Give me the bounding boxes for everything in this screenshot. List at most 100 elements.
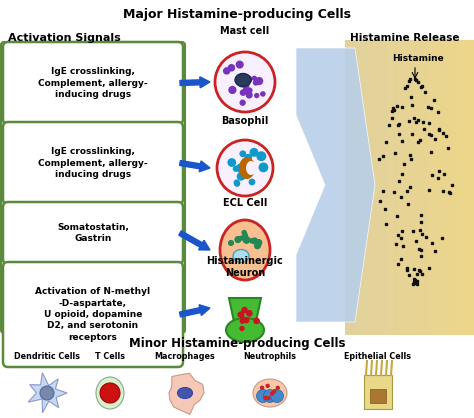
Circle shape (246, 310, 253, 317)
Bar (438, 40, 440, 335)
Ellipse shape (246, 161, 256, 175)
Circle shape (275, 386, 280, 390)
Bar (402, 40, 404, 335)
Bar (380, 40, 382, 335)
Circle shape (271, 390, 283, 403)
Bar (470, 40, 471, 335)
Circle shape (243, 317, 250, 324)
Bar (427, 40, 428, 335)
Circle shape (245, 76, 253, 83)
Circle shape (272, 389, 276, 393)
Bar (379, 40, 380, 335)
Bar (428, 40, 430, 335)
Bar (356, 40, 357, 335)
FancyArrow shape (180, 161, 210, 172)
Bar (415, 40, 417, 335)
Circle shape (236, 61, 244, 69)
Bar (377, 40, 379, 335)
Circle shape (239, 326, 245, 331)
Bar (410, 40, 411, 335)
Circle shape (249, 148, 258, 157)
Circle shape (243, 82, 249, 89)
Bar (371, 40, 373, 335)
Circle shape (238, 235, 244, 241)
Circle shape (242, 233, 248, 240)
Bar (450, 40, 452, 335)
Bar (409, 40, 410, 335)
Bar (426, 40, 427, 335)
Bar (400, 40, 401, 335)
Polygon shape (169, 373, 204, 414)
Text: Activation of N-methyl
-D-aspartate,
U opioid, dopamine
D2, and serotonin
recept: Activation of N-methyl -D-aspartate, U o… (36, 287, 151, 342)
Circle shape (242, 166, 250, 175)
Circle shape (246, 92, 253, 99)
Bar (419, 40, 420, 335)
Bar (350, 40, 352, 335)
Circle shape (217, 140, 273, 196)
Circle shape (254, 93, 259, 98)
FancyArrow shape (180, 305, 210, 317)
Circle shape (253, 80, 259, 86)
Bar (429, 40, 431, 335)
Bar (459, 40, 461, 335)
Ellipse shape (233, 250, 249, 263)
Bar (449, 40, 450, 335)
Bar (352, 40, 353, 335)
Bar (412, 40, 414, 335)
Bar (461, 40, 462, 335)
Bar (376, 40, 378, 335)
Bar (346, 40, 348, 335)
Circle shape (246, 168, 253, 176)
Bar (382, 40, 383, 335)
Circle shape (237, 163, 244, 169)
FancyBboxPatch shape (3, 202, 183, 264)
Circle shape (249, 238, 255, 244)
Circle shape (228, 86, 237, 94)
Text: T Cells: T Cells (95, 352, 125, 361)
Bar (466, 40, 467, 335)
Bar (424, 40, 426, 335)
Bar (453, 40, 455, 335)
Bar (423, 40, 425, 335)
Circle shape (238, 171, 247, 180)
Circle shape (239, 150, 246, 157)
Text: Major Histamine-producing Cells: Major Histamine-producing Cells (123, 8, 351, 21)
Bar (393, 40, 394, 335)
Bar (443, 40, 444, 335)
Bar (452, 40, 453, 335)
Bar (396, 40, 397, 335)
Bar (417, 40, 418, 335)
Text: Epithelial Cells: Epithelial Cells (345, 352, 411, 361)
Bar (403, 40, 405, 335)
Bar (401, 40, 402, 335)
Circle shape (248, 178, 255, 186)
Bar (398, 40, 400, 335)
Bar (364, 375, 392, 409)
Bar (361, 40, 362, 335)
Bar (414, 40, 415, 335)
Bar (435, 40, 436, 335)
Bar (387, 40, 388, 335)
FancyBboxPatch shape (3, 122, 183, 204)
Text: Basophil: Basophil (221, 116, 269, 126)
Circle shape (260, 385, 264, 390)
Text: Macrophages: Macrophages (155, 352, 215, 361)
Circle shape (234, 180, 240, 187)
Text: ECL Cell: ECL Cell (223, 198, 267, 208)
FancyBboxPatch shape (3, 262, 183, 367)
Bar (345, 40, 346, 335)
Bar (365, 40, 366, 335)
Circle shape (243, 76, 250, 83)
Circle shape (238, 73, 246, 81)
Circle shape (240, 89, 246, 96)
Bar (375, 40, 376, 335)
Bar (357, 40, 358, 335)
Bar (349, 40, 350, 335)
Bar (420, 40, 422, 335)
Bar (447, 40, 448, 335)
Circle shape (265, 384, 270, 388)
Ellipse shape (220, 220, 270, 280)
Circle shape (233, 166, 239, 172)
Bar (456, 40, 457, 335)
Circle shape (258, 163, 268, 172)
